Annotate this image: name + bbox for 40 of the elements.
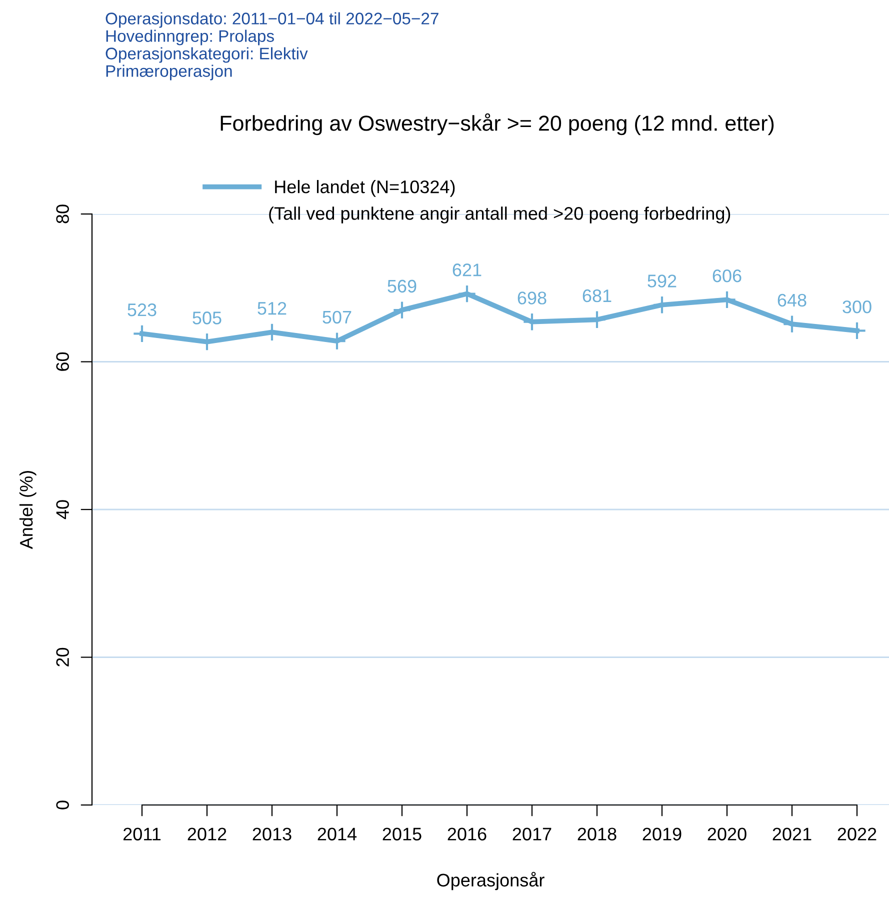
annotation: 507 xyxy=(322,310,352,324)
point xyxy=(392,300,412,320)
y-tick-label: 80 xyxy=(56,204,69,224)
x-tick-label: 2013 xyxy=(252,828,292,840)
text: Operasjonskategori: Elektiv xyxy=(106,47,308,63)
x-tick-label: 2011 xyxy=(123,828,161,840)
annotation: 606 xyxy=(712,269,742,282)
point xyxy=(458,284,476,304)
annotation: 621 xyxy=(452,264,482,276)
annotation: 698 xyxy=(518,292,546,304)
text: Primæroperasjon xyxy=(106,64,232,80)
y-axis-title: Andel (%) xyxy=(19,470,36,550)
annotation: 505 xyxy=(192,312,222,324)
x-tick-label: 2022 xyxy=(838,828,876,840)
y-tick-label: 0 xyxy=(56,800,69,810)
x-tick-label: 2020 xyxy=(708,828,746,840)
y-tick-label: 20 xyxy=(56,648,69,666)
annotation: 523 xyxy=(128,303,156,316)
x-tick-label: 2012 xyxy=(188,828,226,840)
x-tick-label: 2015 xyxy=(382,828,422,840)
annotation: 300 xyxy=(842,300,872,314)
text: Operasjonsdato: 2011−01−04 til 2022−05−27 xyxy=(106,12,438,28)
annotation: 512 xyxy=(258,302,286,315)
annotation: 569 xyxy=(388,280,416,293)
chart-title: Forbedring av Oswestry−skår >= 20 poeng (12 mnd. etter) xyxy=(220,113,774,136)
y-tick-label: 60 xyxy=(56,352,69,371)
x-tick-label: 2016 xyxy=(448,828,486,840)
x-tick-label: 2021 xyxy=(772,828,812,840)
x-axis-title: Operasjonsår xyxy=(437,872,544,890)
legend-label: Hele landet (N=10324) xyxy=(275,180,455,197)
annotation: 681 xyxy=(582,289,612,302)
annotation: 648 xyxy=(778,294,806,307)
y-tick-label: 40 xyxy=(56,500,69,520)
text: Hovedinngrep: Prolaps xyxy=(106,30,274,46)
x-tick-label: 2014 xyxy=(318,828,357,840)
x-tick-label: 2017 xyxy=(512,828,552,840)
annotation: 592 xyxy=(648,274,676,288)
x-tick-label: 2019 xyxy=(642,828,682,840)
annotation: (Tall ved punktene angir antall med >20 poeng forbedring) xyxy=(269,206,730,224)
x-tick-label: 2018 xyxy=(578,828,616,840)
